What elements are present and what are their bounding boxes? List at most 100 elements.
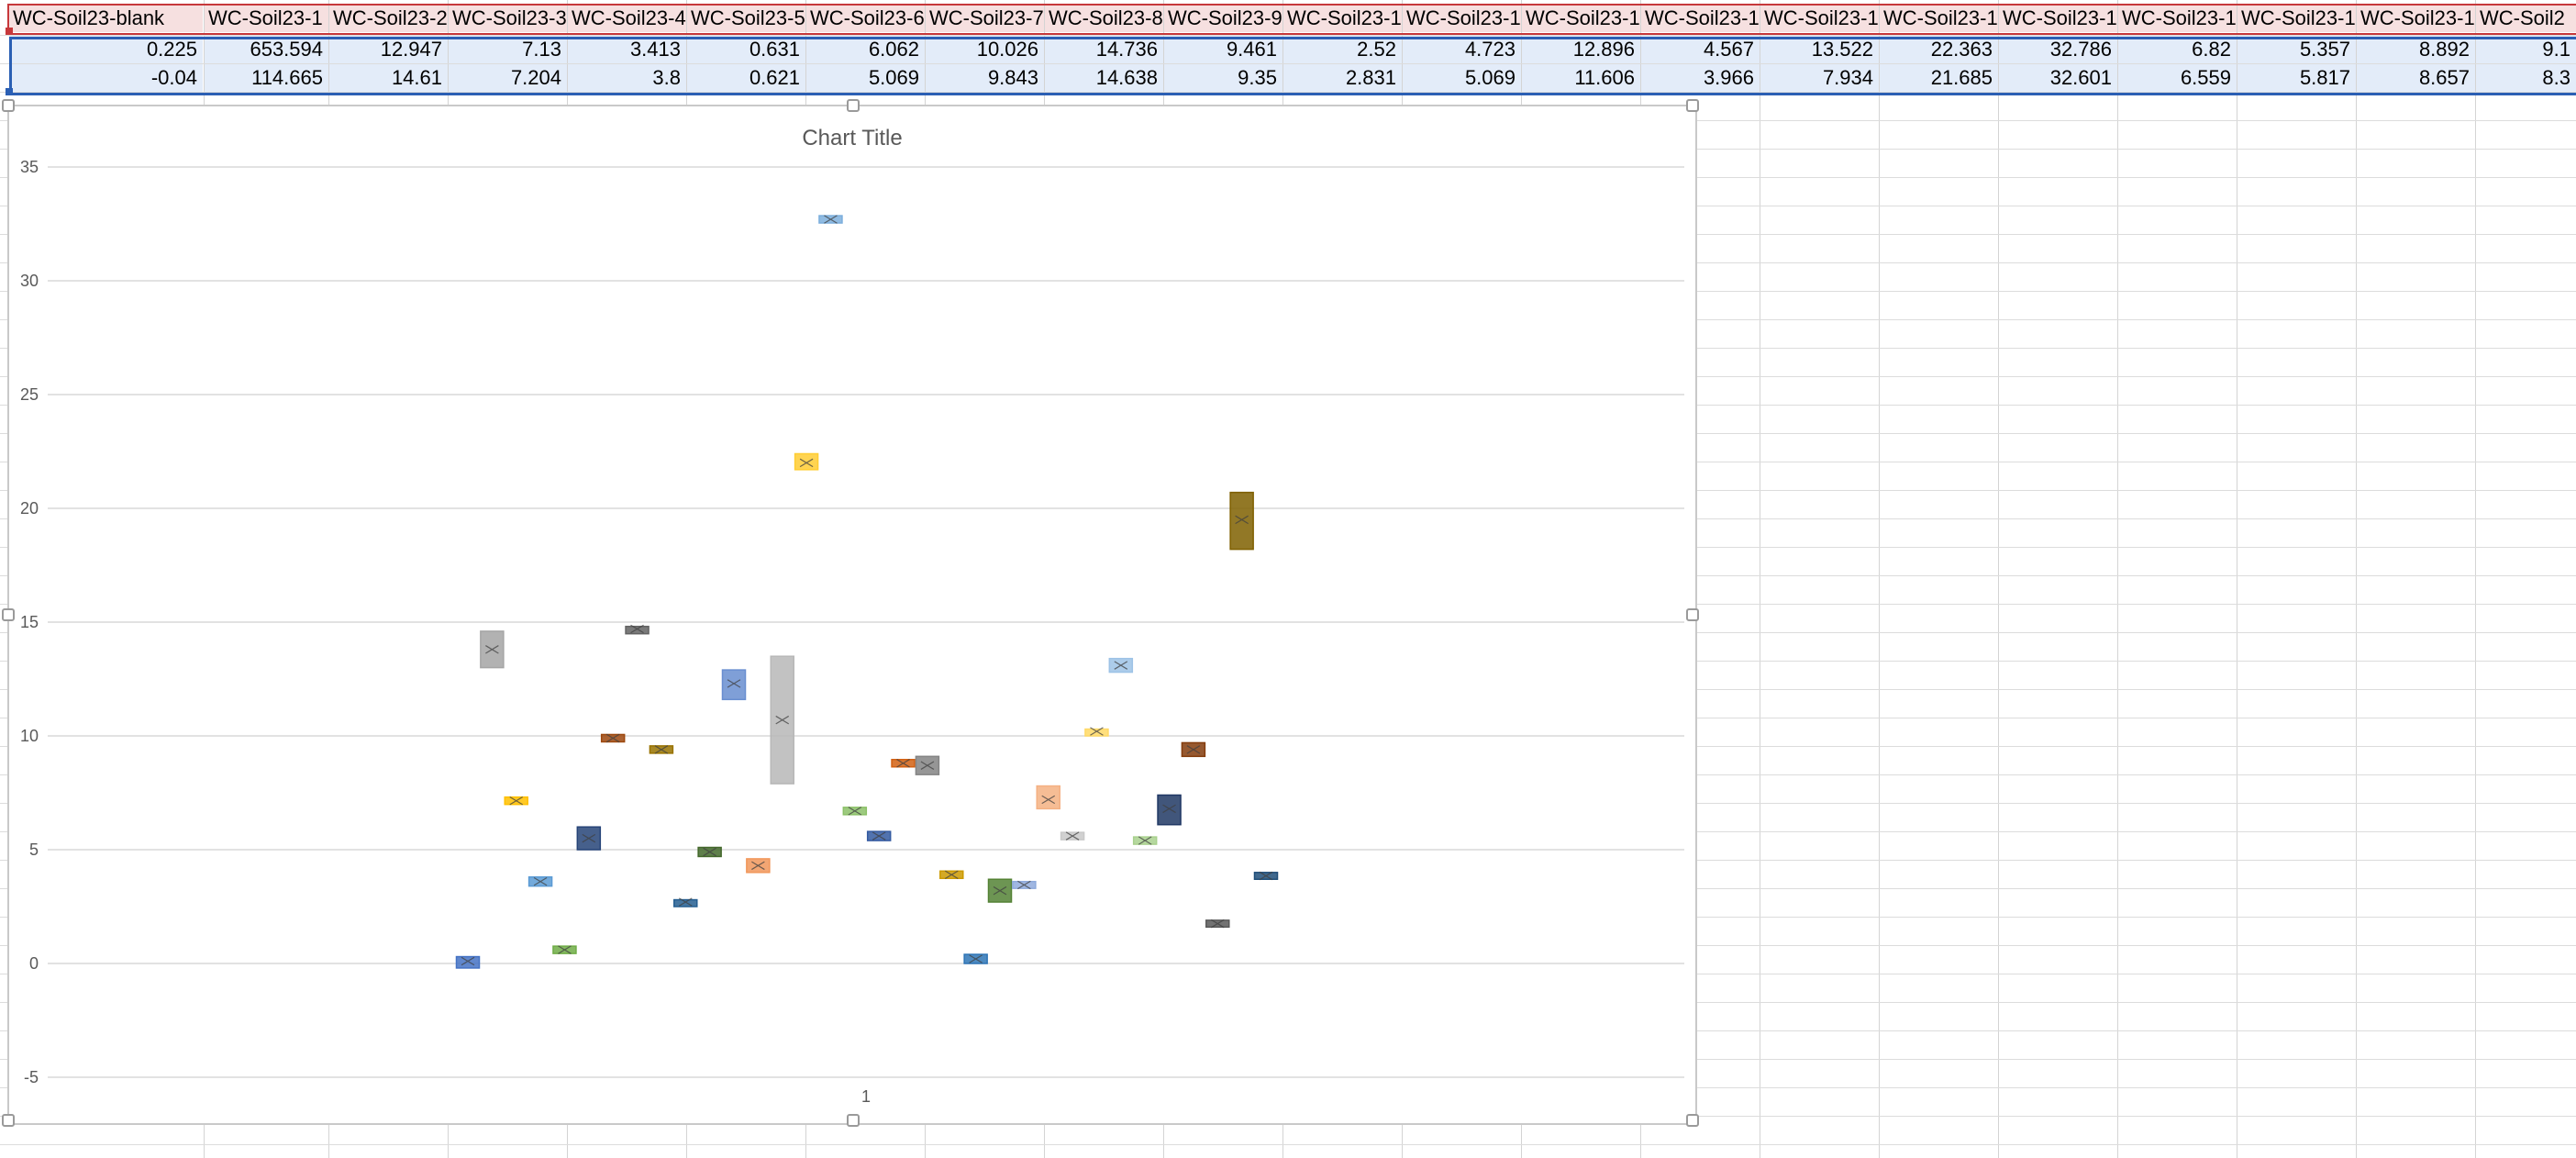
box-series-15[interactable]	[794, 452, 819, 471]
box-series-3[interactable]	[504, 796, 528, 806]
value-cell[interactable]: 21.685	[1880, 64, 1998, 92]
box-series-14[interactable]	[770, 655, 794, 785]
header-cell[interactable]: WC-Soil23-1	[1403, 5, 1521, 32]
chart-resize-handle[interactable]	[847, 99, 860, 112]
selection-handle[interactable]	[6, 28, 13, 35]
value-cell[interactable]: 3.8	[568, 64, 686, 92]
box-series-7[interactable]	[600, 733, 626, 743]
value-cell[interactable]: 0.225	[9, 36, 203, 63]
header-cell[interactable]: WC-Soil23-2	[329, 5, 448, 32]
box-series-25[interactable]	[1036, 785, 1060, 810]
box-series-26[interactable]	[1060, 831, 1085, 841]
header-cell[interactable]: WC-Soil23-1	[1880, 5, 1998, 32]
value-cell[interactable]: 22.363	[1880, 36, 1998, 63]
value-cell[interactable]: 8.657	[2357, 64, 2475, 92]
chart-resize-handle[interactable]	[1686, 99, 1699, 112]
selection-handle[interactable]	[6, 88, 13, 95]
value-cell[interactable]: 3.966	[1641, 64, 1760, 92]
value-cell[interactable]: 0.631	[687, 36, 805, 63]
header-cell[interactable]: WC-Soil23-1	[1641, 5, 1760, 32]
value-cell[interactable]: 7.13	[449, 36, 567, 63]
value-cell[interactable]: 13.522	[1760, 36, 1879, 63]
value-cell[interactable]: 6.82	[2118, 36, 2237, 63]
value-cell[interactable]: 14.638	[1045, 64, 1163, 92]
box-series-31[interactable]	[1181, 741, 1206, 758]
header-cell[interactable]: WC-Soil23-1‹	[2357, 5, 2475, 32]
box-series-34[interactable]	[1253, 871, 1279, 881]
header-cell[interactable]: WC-Soil2	[2476, 5, 2576, 32]
box-series-18[interactable]	[866, 830, 892, 841]
box-series-16[interactable]	[818, 215, 843, 224]
value-cell[interactable]: 5.069	[1403, 64, 1521, 92]
box-series-9[interactable]	[649, 745, 674, 754]
box-series-29[interactable]	[1132, 836, 1158, 845]
box-series-24[interactable]	[1012, 880, 1037, 890]
box-series-1[interactable]	[455, 955, 481, 969]
value-cell[interactable]: 9.1	[2476, 36, 2576, 63]
value-cell[interactable]: 7.204	[449, 64, 567, 92]
box-series-19[interactable]	[891, 759, 916, 768]
box-series-12[interactable]	[721, 669, 747, 701]
box-series-4[interactable]	[527, 876, 553, 887]
box-series-5[interactable]	[552, 945, 577, 954]
value-cell[interactable]: 653.594	[205, 36, 328, 63]
value-cell[interactable]: 8.3	[2476, 64, 2576, 92]
value-cell[interactable]: 3.413	[568, 36, 686, 63]
value-cell[interactable]: 9.461	[1164, 36, 1282, 63]
chart-resize-handle[interactable]	[847, 1114, 860, 1127]
header-cell[interactable]: WC-Soil23-4	[568, 5, 686, 32]
value-cell[interactable]: 5.817	[2237, 64, 2356, 92]
header-cell[interactable]: WC-Soil23-1	[205, 5, 328, 32]
box-series-6[interactable]	[576, 826, 602, 851]
value-cell[interactable]: 12.947	[329, 36, 448, 63]
box-series-11[interactable]	[697, 846, 722, 858]
value-cell[interactable]: 9.843	[926, 64, 1044, 92]
value-cell[interactable]: 2.52	[1283, 36, 1402, 63]
box-series-23[interactable]	[987, 878, 1013, 903]
value-cell[interactable]: -0.04	[9, 64, 203, 92]
box-series-2[interactable]	[480, 630, 505, 669]
value-cell[interactable]: 5.357	[2237, 36, 2356, 63]
box-series-17[interactable]	[842, 807, 868, 816]
chart-resize-handle[interactable]	[1686, 1114, 1699, 1127]
box-series-22[interactable]	[963, 953, 988, 964]
value-cell[interactable]: 32.601	[1999, 64, 2117, 92]
box-series-33[interactable]	[1229, 491, 1254, 551]
chart-resize-handle[interactable]	[2, 1114, 15, 1127]
value-cell[interactable]: 32.786	[1999, 36, 2117, 63]
value-cell[interactable]: 2.831	[1283, 64, 1402, 92]
header-cell[interactable]: WC-Soil23-8	[1045, 5, 1163, 32]
box-series-21[interactable]	[939, 870, 964, 880]
header-cell[interactable]: WC-Soil23-9	[1164, 5, 1282, 32]
chart-resize-handle[interactable]	[1686, 608, 1699, 621]
header-cell[interactable]: WC-Soil23-5	[687, 5, 805, 32]
header-cell[interactable]: WC-Soil23-6	[806, 5, 925, 32]
value-cell[interactable]: 4.723	[1403, 36, 1521, 63]
chart-resize-handle[interactable]	[2, 99, 15, 112]
value-cell[interactable]: 8.892	[2357, 36, 2475, 63]
box-series-28[interactable]	[1108, 657, 1134, 674]
box-series-32[interactable]	[1205, 919, 1230, 929]
box-series-8[interactable]	[625, 624, 650, 635]
value-cell[interactable]: 10.026	[926, 36, 1044, 63]
value-cell[interactable]: 11.606	[1522, 64, 1640, 92]
header-cell[interactable]: WC-Soil23-1‹	[1760, 5, 1879, 32]
value-cell[interactable]: 7.934	[1760, 64, 1879, 92]
box-series-27[interactable]	[1084, 727, 1109, 737]
header-cell[interactable]: WC-Soil23-blank	[9, 5, 203, 32]
value-cell[interactable]: 14.736	[1045, 36, 1163, 63]
box-series-20[interactable]	[915, 755, 940, 775]
chart-resize-handle[interactable]	[2, 608, 15, 621]
header-cell[interactable]: WC-Soil23-1‹	[2237, 5, 2356, 32]
value-cell[interactable]: 14.61	[329, 64, 448, 92]
header-cell[interactable]: WC-Soil23-1	[2118, 5, 2237, 32]
header-cell[interactable]: WC-Soil23-1	[1999, 5, 2117, 32]
header-cell[interactable]: WC-Soil23-1(	[1283, 5, 1402, 32]
value-cell[interactable]: 6.062	[806, 36, 925, 63]
value-cell[interactable]: 6.559	[2118, 64, 2237, 92]
chart-title[interactable]: Chart Title	[802, 126, 902, 150]
value-cell[interactable]: 9.35	[1164, 64, 1282, 92]
header-cell[interactable]: WC-Soil23-3	[449, 5, 567, 32]
header-cell[interactable]: WC-Soil23-7	[926, 5, 1044, 32]
value-cell[interactable]: 4.567	[1641, 36, 1760, 63]
